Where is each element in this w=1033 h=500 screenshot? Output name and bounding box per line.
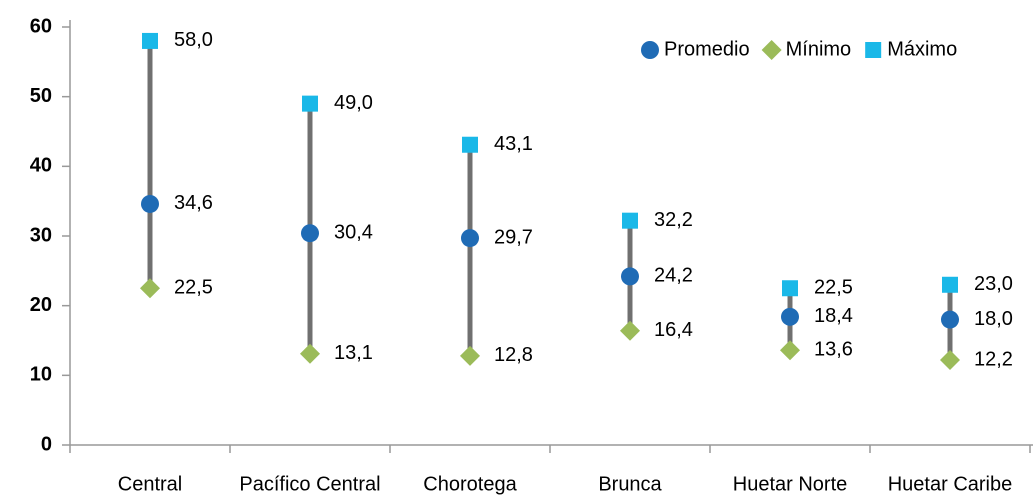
legend-label: Mínimo xyxy=(786,38,852,60)
value-label: 30,4 xyxy=(334,221,373,243)
value-label: 12,2 xyxy=(974,348,1013,370)
marker xyxy=(940,350,960,371)
value-label: 22,5 xyxy=(174,277,213,299)
marker xyxy=(781,307,799,326)
marker xyxy=(620,320,640,341)
marker xyxy=(462,136,478,153)
value-label: 29,7 xyxy=(494,226,533,248)
marker xyxy=(302,95,318,112)
marker xyxy=(942,276,958,293)
x-tick-label: Huetar Caribe xyxy=(888,473,1013,495)
marker xyxy=(141,194,159,213)
marker xyxy=(142,32,158,49)
marker xyxy=(621,267,639,286)
legend-marker xyxy=(641,41,659,59)
value-label: 43,1 xyxy=(494,133,533,155)
value-label: 12,8 xyxy=(494,344,533,366)
x-tick-label: Central xyxy=(118,473,182,495)
value-label: 32,2 xyxy=(654,209,693,231)
marker xyxy=(941,310,959,329)
value-label: 13,6 xyxy=(814,339,853,361)
x-tick-label: Chorotega xyxy=(423,473,517,495)
marker xyxy=(782,280,798,297)
legend-label: Promedio xyxy=(664,38,750,60)
marker xyxy=(461,229,479,248)
y-tick-label: 20 xyxy=(30,294,52,316)
value-label: 18,0 xyxy=(974,308,1013,330)
x-tick-label: Huetar Norte xyxy=(733,473,848,495)
value-label: 18,4 xyxy=(814,305,853,327)
value-label: 22,5 xyxy=(814,277,853,299)
value-label: 49,0 xyxy=(334,92,373,114)
x-tick-label: Pacífico Central xyxy=(239,473,380,495)
legend-marker xyxy=(761,40,782,60)
y-tick-label: 40 xyxy=(30,155,52,177)
marker xyxy=(622,212,638,229)
x-tick-label: Brunca xyxy=(598,473,662,495)
value-label: 34,6 xyxy=(174,192,213,214)
marker xyxy=(301,224,319,243)
legend-label: Máximo xyxy=(887,38,957,60)
value-label: 23,0 xyxy=(974,273,1013,295)
value-label: 58,0 xyxy=(174,29,213,51)
marker xyxy=(460,345,480,366)
legend-marker xyxy=(865,42,882,58)
marker xyxy=(140,278,160,299)
marker xyxy=(780,340,800,361)
y-tick-label: 10 xyxy=(30,364,52,386)
y-tick-label: 60 xyxy=(30,15,52,37)
value-label: 24,2 xyxy=(654,265,693,287)
y-tick-label: 0 xyxy=(41,433,52,455)
value-label: 13,1 xyxy=(334,342,373,364)
y-tick-label: 30 xyxy=(30,224,52,246)
y-tick-label: 50 xyxy=(30,85,52,107)
value-label: 16,4 xyxy=(654,319,693,341)
marker xyxy=(300,343,320,364)
